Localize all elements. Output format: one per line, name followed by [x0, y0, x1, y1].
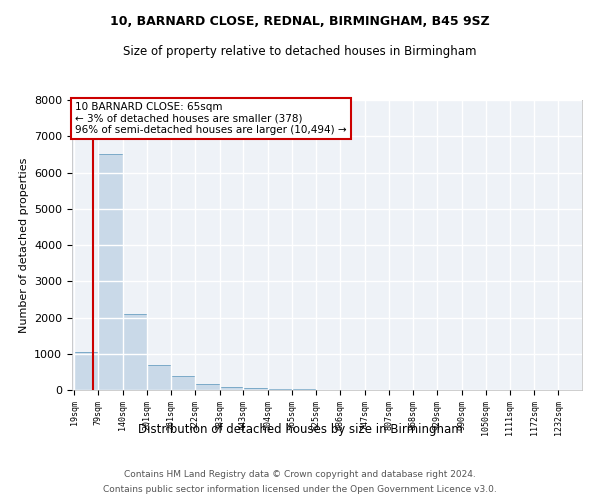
Y-axis label: Number of detached properties: Number of detached properties [19, 158, 29, 332]
Bar [122, 314, 147, 390]
Text: 10, BARNARD CLOSE, REDNAL, BIRMINGHAM, B45 9SZ: 10, BARNARD CLOSE, REDNAL, BIRMINGHAM, B… [110, 15, 490, 28]
Bar [74, 352, 98, 390]
Text: Contains public sector information licensed under the Open Government Licence v3: Contains public sector information licen… [103, 485, 497, 494]
Bar [171, 376, 195, 390]
Bar [98, 154, 122, 390]
Bar [220, 388, 244, 390]
Bar [244, 388, 268, 390]
Bar [268, 389, 292, 390]
Text: Distribution of detached houses by size in Birmingham: Distribution of detached houses by size … [137, 422, 463, 436]
Text: 10 BARNARD CLOSE: 65sqm
← 3% of detached houses are smaller (378)
96% of semi-de: 10 BARNARD CLOSE: 65sqm ← 3% of detached… [75, 102, 347, 135]
Text: Contains HM Land Registry data © Crown copyright and database right 2024.: Contains HM Land Registry data © Crown c… [124, 470, 476, 479]
Bar [292, 389, 316, 390]
Bar [147, 364, 171, 390]
Text: Size of property relative to detached houses in Birmingham: Size of property relative to detached ho… [123, 45, 477, 58]
Bar [195, 384, 220, 390]
